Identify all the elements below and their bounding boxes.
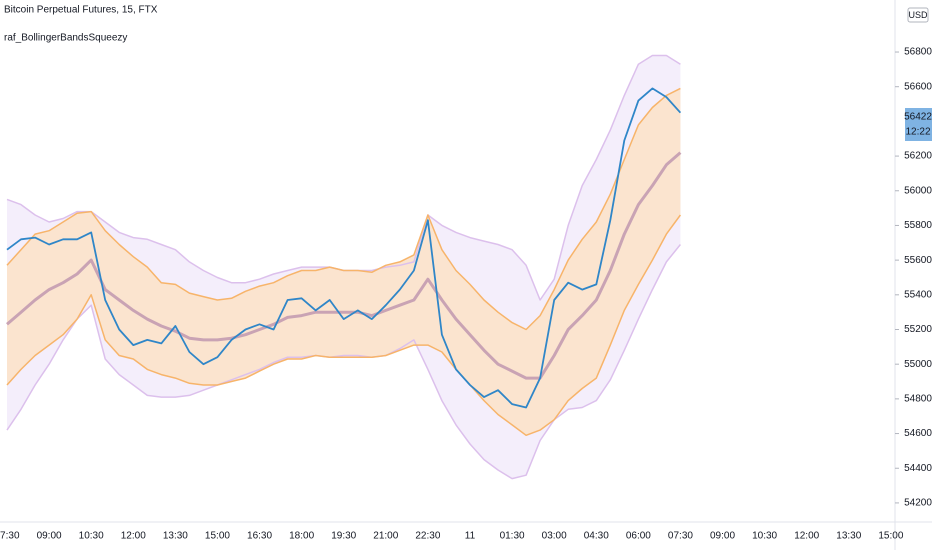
x-tick-label: 09:00 (37, 531, 62, 542)
x-tick-label: 09:00 (710, 531, 735, 542)
x-tick-label: 10:30 (79, 531, 104, 542)
y-tick-label: 56000 (904, 185, 932, 196)
y-tick-label: 56800 (904, 47, 932, 58)
x-tick-label: 11 (465, 531, 476, 542)
y-tick-label: 55400 (904, 289, 932, 300)
x-tick-label: 12:00 (794, 531, 819, 542)
x-tick-label: 01:30 (500, 531, 525, 542)
x-tick-label: 03:00 (542, 531, 567, 542)
x-tick-label: 21:00 (373, 531, 398, 542)
y-tick-label: 54600 (904, 428, 932, 439)
y-tick-label: 54800 (904, 394, 932, 405)
series-line (6, 244, 681, 480)
x-tick-label: 13:30 (836, 531, 861, 542)
x-tick-label: 22:30 (415, 531, 440, 542)
x-tick-label: 15:00 (878, 531, 903, 542)
x-tick-label: 18:00 (289, 531, 314, 542)
currency[interactable]: USD (908, 10, 928, 20)
y-tick-label: 56200 (904, 151, 932, 162)
x-tick-label: 16:30 (247, 531, 272, 542)
y-tick-label: 56600 (904, 81, 932, 92)
x-tick-label: 04:30 (584, 531, 609, 542)
x-tick-label: 06:00 (626, 531, 651, 542)
y-tick-label: 55200 (904, 324, 932, 335)
countdown: 12:22 (905, 127, 930, 138)
series-line (6, 214, 682, 437)
plot-area (6, 54, 682, 480)
last-price-box (905, 108, 932, 141)
x-tick-label: 12:00 (121, 531, 146, 542)
x-tick-label: 07:30 (668, 531, 693, 542)
last-price: 56422 (904, 112, 932, 123)
y-tick-label: 54400 (904, 463, 932, 474)
series-line (6, 151, 682, 380)
x-tick-label: 07:30 (0, 531, 20, 542)
series-line (6, 87, 682, 409)
y-tick-label: 54200 (904, 498, 932, 509)
indicator-name: raf_BollingerBandsSqueezy (4, 33, 127, 44)
chart-title: Bitcoin Perpetual Futures, 15, FTX (4, 5, 158, 16)
x-tick-label: 10:30 (752, 531, 777, 542)
y-tick-label: 55800 (904, 220, 932, 231)
x-tick-label: 15:00 (205, 531, 230, 542)
series-line (6, 87, 681, 331)
x-tick-label: 19:30 (331, 531, 356, 542)
y-tick-label: 55600 (904, 255, 932, 266)
x-tick-label: 13:30 (163, 531, 188, 542)
band-fill (7, 88, 681, 436)
y-tick-label: 55000 (904, 359, 932, 370)
currency-box[interactable] (907, 7, 929, 23)
